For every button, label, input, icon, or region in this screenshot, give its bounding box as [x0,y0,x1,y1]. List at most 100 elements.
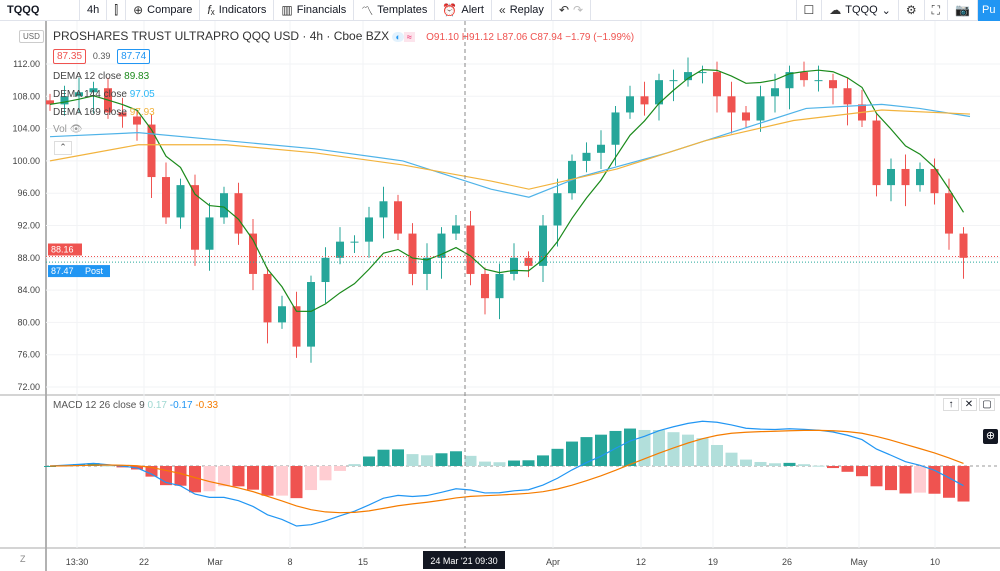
alert-button[interactable]: ⏰ Alert [435,0,492,21]
ask-price[interactable]: 87.74 [117,49,151,64]
candle-body [481,273,489,299]
post-label: Post [85,266,104,276]
macd-histogram-bar [522,460,535,466]
bid-ask: 87.35 0.39 87.74 [53,49,151,64]
macd-histogram-bar [696,438,709,466]
volume-legend[interactable]: Vol 👁 [53,124,82,135]
maximize-icon[interactable]: ▢ [979,398,995,411]
candle-body [640,96,649,105]
dema169-legend[interactable]: DEMA 169 close 97.93 [53,107,155,118]
macd-histogram-bar [508,460,520,466]
dema144-legend[interactable]: DEMA 144 close 97.05 [53,89,155,100]
candle-body [147,124,156,178]
interval-label: 4h [87,4,100,16]
candle-body [829,80,837,89]
top-toolbar: TQQQ 4h ⫿ ⊕ Compare fₓ Indicators ▥ Financi… [0,0,1000,21]
macd-histogram-bar [957,466,970,502]
macd-histogram-bar [624,428,636,466]
macd-legend[interactable]: MACD 12 26 close 9 0.17 -0.17 -0.33 [53,400,218,411]
price-tick-label: 80.00 [17,317,40,327]
candle-body [263,273,272,323]
cloud-check-icon: ☁ [829,3,842,17]
currency-label[interactable]: USD [19,30,44,43]
candle-body [553,193,562,226]
macd-histogram-bar [537,455,549,466]
candle-body [495,273,504,299]
plus-circle-icon: ⊕ [985,430,996,442]
spread: 0.39 [92,51,111,61]
interval-button[interactable]: 4h [80,0,108,21]
dema12-legend[interactable]: DEMA 12 close 89.83 [53,71,149,82]
candle-body [350,241,359,243]
bar-chart-icon: ▥ [281,3,293,17]
candle-body [437,233,446,258]
time-tick-label: 12 [636,557,646,567]
candle-body [655,80,663,105]
candle-body [901,168,910,186]
templates-button[interactable]: 〽 Templates [354,0,436,21]
close-icon[interactable]: ✕ [961,398,977,411]
fx-icon: fₓ [207,3,215,17]
candle-body [568,160,576,194]
candle-body [597,144,605,153]
macd-histogram-bar [203,466,216,492]
macd-histogram-bar [421,455,433,466]
replay-button[interactable]: «Replay [492,0,552,21]
settings-button[interactable]: ⚙ [899,0,925,21]
time-tick-label: 8 [287,557,292,567]
macd-histogram-bar [682,434,694,466]
candle-body [887,168,895,186]
chart-type-button[interactable]: ⫿ [107,0,127,21]
save-layout-button[interactable]: ☁ TQQQ ⌄ [822,0,899,21]
plus-circle-icon: ⊕ [133,3,144,17]
candle-body [959,233,968,258]
add-pane-button[interactable]: ⊕ [983,429,998,444]
bid-price[interactable]: 87.35 [53,49,87,64]
macd-histogram-bar [435,453,448,466]
dema169-value: 97.93 [129,107,155,118]
hidden-eye-icon[interactable]: 👁 [69,124,83,135]
financials-button[interactable]: ▥ Financials [274,0,355,21]
time-tick-label: 19 [708,557,718,567]
indicators-button[interactable]: fₓ Indicators [200,0,275,21]
macd-histogram-bar [406,454,419,466]
layout-select-button[interactable]: ☐ [795,0,823,21]
time-tick-label: Mar [207,557,223,567]
macd-histogram-bar [769,463,781,466]
snapshot-button[interactable]: 📷 [948,0,978,21]
collapse-legend-button[interactable]: ⌃ [54,141,72,155]
zoom-reset-button[interactable]: Z [20,554,26,564]
candle-body [408,233,417,274]
symbol-search[interactable]: TQQQ [0,0,80,21]
dema169-line [49,109,971,190]
candle-body [916,168,924,186]
fullscreen-button[interactable]: ⛶ [925,0,949,21]
move-up-icon[interactable]: ↑ [943,398,959,411]
candle-body [249,233,257,274]
candle-body [945,193,953,234]
candle-body [771,88,779,97]
compare-label: Compare [147,4,193,16]
symbol-title-text: PROSHARES TRUST ULTRAPRO QQQ USD · 4h · … [53,29,390,43]
layout-name: TQQQ [845,4,878,16]
gear-icon: ⚙ [905,3,917,17]
candle-body [220,193,228,218]
macd-histogram-bar [667,432,680,466]
fullscreen-icon: ⛶ [931,2,941,17]
candle-body [713,72,721,97]
candle-body [307,282,315,347]
camera-icon: 📷 [955,3,970,17]
publish-button[interactable]: Pu [978,0,1000,21]
compare-button[interactable]: ⊕ Compare [126,0,201,21]
symbol-title: PROSHARES TRUST ULTRAPRO QQQ USD · 4h · … [53,29,634,43]
redo-icon[interactable]: ↷ [573,3,584,17]
candle-body [684,72,692,81]
price-tick-label: 84.00 [17,285,40,295]
macd-histogram-bar [740,459,752,466]
candle-body [278,306,286,323]
candle-body [379,201,388,218]
dema144-line [49,103,971,198]
ohlc-low: L87.06 [496,32,528,43]
undo-button[interactable]: ↶ ↷ [552,0,592,21]
chart-canvas[interactable]: 112.00 108.00 104.00 100.00 96.00 92.00 88.00 8… [0,21,1000,571]
